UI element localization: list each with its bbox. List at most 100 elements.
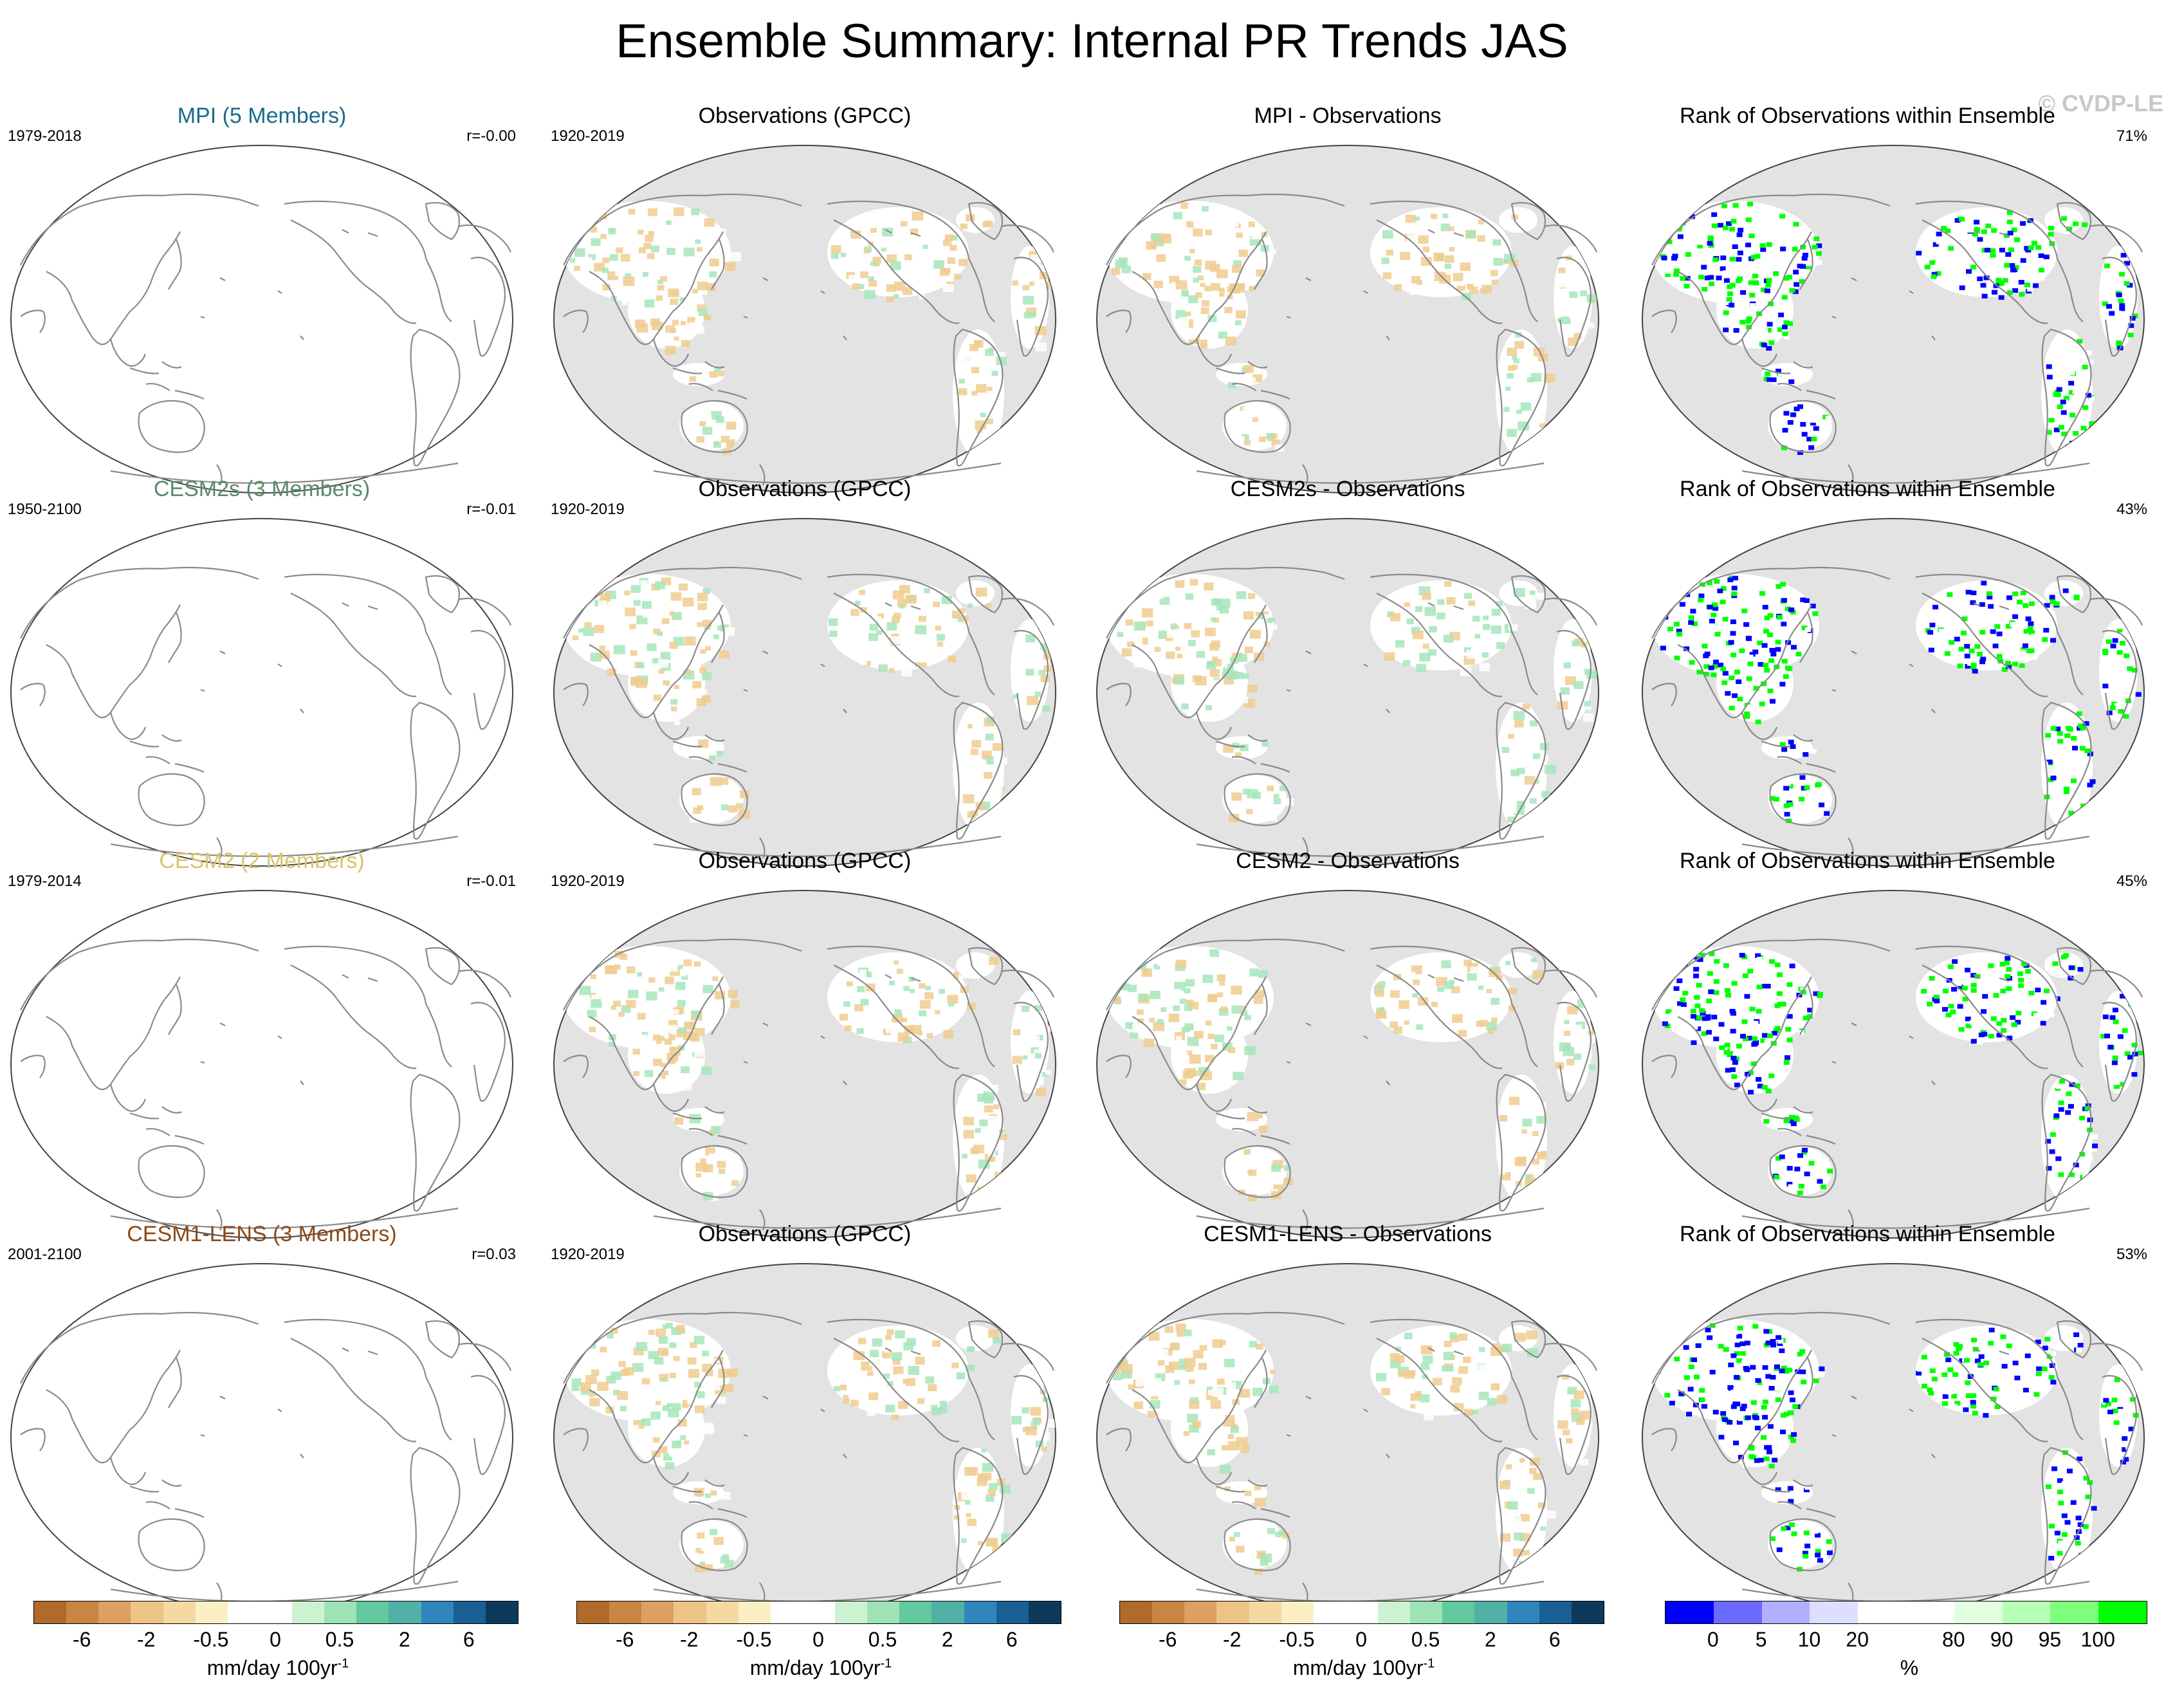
colorbar-tick: 0.5	[1411, 1628, 1440, 1651]
colorbar-swatch	[2002, 1601, 2051, 1623]
map-panel-model: MPI (5 Members) 1979-2018 r=-0.00	[8, 103, 516, 502]
colorbar-unit: mm/day 100yr-1	[1292, 1656, 1435, 1679]
colorbar-tick: 0	[1355, 1628, 1367, 1651]
map-panel-diff: CESM1-LENS - Observations	[1094, 1221, 1602, 1620]
colorbar-tick: 0.5	[325, 1628, 354, 1651]
colorbar-diff: -6 -2 -0.5 0 0.5 2 6 mm/day 100yr-1	[1119, 1601, 1608, 1684]
colorbar-tick: 10	[1797, 1628, 1821, 1651]
colorbar-tick: 80	[1942, 1628, 1965, 1651]
colorbar-swatch	[899, 1601, 932, 1623]
rank-percent: 43%	[2116, 501, 2147, 518]
colorbar-tick: -2	[1222, 1628, 1242, 1651]
colorbar-swatch	[577, 1601, 610, 1623]
colorbar-swatch	[1810, 1601, 1858, 1623]
colorbar-swatch	[356, 1601, 389, 1623]
colorbar-swatch	[1028, 1601, 1061, 1623]
colorbar-tick: 90	[1990, 1628, 2014, 1651]
correlation-label: r=-0.01	[466, 501, 516, 518]
panel-title: MPI - Observations	[1254, 104, 1442, 128]
colorbar-tick: 5	[1755, 1628, 1767, 1651]
map-panel-obs: Observations (GPCC) 1920-2019	[551, 476, 1059, 875]
colorbar-swatch	[1474, 1601, 1507, 1623]
map-panel-diff: MPI - Observations	[1094, 103, 1602, 502]
map-rank	[1639, 1261, 2147, 1614]
panel-title: Rank of Observations within Ensemble	[1680, 1222, 2055, 1246]
colorbar-swatch	[1249, 1601, 1281, 1623]
period-label: 1920-2019	[551, 1246, 625, 1263]
panel-title: Observations (GPCC)	[698, 104, 912, 128]
map-panel-model: CESM2s (3 Members) 1950-2100 r=-0.01	[8, 476, 516, 875]
map-panel-rank: Rank of Observations within Ensemble 43%	[1639, 476, 2147, 875]
map-rank	[1639, 888, 2147, 1241]
colorbar-tick: 0	[1707, 1628, 1719, 1651]
correlation-label: r=-0.00	[466, 127, 516, 145]
colorbar-tick: 0	[270, 1628, 281, 1651]
colorbar-swatch	[1539, 1601, 1572, 1623]
colorbar-swatch	[163, 1601, 196, 1623]
colorbar-swatch	[2050, 1601, 2099, 1623]
colorbar-tick: -6	[1158, 1628, 1177, 1651]
colorbar-tick: 2	[1484, 1628, 1496, 1651]
colorbar-unit: %	[1900, 1656, 1919, 1679]
colorbar-swatch	[389, 1601, 421, 1623]
colorbar-swatch	[1281, 1601, 1314, 1623]
colorbar-swatch	[1184, 1601, 1217, 1623]
period-label: 1920-2019	[551, 501, 625, 518]
panel-title: Observations (GPCC)	[698, 1222, 912, 1246]
panel-title: CESM1-LENS - Observations	[1204, 1222, 1492, 1246]
map-panel-obs: Observations (GPCC) 1920-2019	[551, 103, 1059, 502]
colorbar-model: -6 -2 -0.5 0 0.5 2 6 mm/day 100yr-1	[33, 1601, 522, 1684]
colorbar-tick: -2	[136, 1628, 156, 1651]
colorbar-swatch	[996, 1601, 1029, 1623]
period-label: 1979-2018	[8, 127, 82, 145]
map-panel-rank: Rank of Observations within Ensemble 45%	[1639, 848, 2147, 1247]
colorbar-swatch	[1442, 1601, 1475, 1623]
colorbar-swatch	[1507, 1601, 1539, 1623]
panel-title: CESM2s - Observations	[1230, 477, 1465, 501]
map-model	[8, 516, 516, 869]
colorbar-swatch	[1954, 1601, 2003, 1623]
panel-title: CESM1-LENS (3 Members)	[127, 1222, 397, 1246]
correlation-label: r=-0.01	[466, 872, 516, 890]
colorbar-swatch	[485, 1601, 518, 1623]
colorbar-tick: -2	[679, 1628, 699, 1651]
period-label: 1920-2019	[551, 872, 625, 890]
colorbar-swatch	[1858, 1601, 1906, 1623]
colorbar-swatch	[324, 1601, 357, 1623]
colorbar-swatch	[674, 1601, 706, 1623]
map-obs	[551, 143, 1059, 495]
rank-percent: 45%	[2116, 872, 2147, 890]
panel-title: CESM2s (3 Members)	[153, 477, 371, 501]
colorbar-swatch	[227, 1601, 260, 1623]
panel-title: Rank of Observations within Ensemble	[1680, 477, 2055, 501]
map-model	[8, 1261, 516, 1614]
map-diff	[1094, 143, 1602, 495]
colorbar-swatch	[98, 1601, 131, 1623]
colorbar-swatch	[1571, 1601, 1604, 1623]
panel-title: Rank of Observations within Ensemble	[1680, 849, 2055, 873]
colorbar-swatch	[1216, 1601, 1249, 1623]
colorbar-swatch	[259, 1601, 292, 1623]
colorbar-swatch	[421, 1601, 454, 1623]
colorbar-tick: -0.5	[736, 1628, 772, 1651]
colorbar-tick: 0.5	[868, 1628, 897, 1651]
colorbar-swatch	[931, 1601, 964, 1623]
colorbar-tick: 6	[1548, 1628, 1561, 1651]
rank-percent: 71%	[2116, 127, 2147, 145]
map-panel-rank: Rank of Observations within Ensemble 71%	[1639, 103, 2147, 502]
panel-title: Rank of Observations within Ensemble	[1680, 104, 2055, 128]
map-diff	[1094, 1261, 1602, 1614]
colorbar-swatch	[1313, 1601, 1346, 1623]
colorbar-tick: 2	[398, 1628, 410, 1651]
colorbar-swatch	[1120, 1601, 1153, 1623]
map-panel-obs: Observations (GPCC) 1920-2019	[551, 1221, 1059, 1620]
map-model	[8, 143, 516, 495]
colorbar-swatch	[1666, 1601, 1714, 1623]
colorbar-swatch	[867, 1601, 900, 1623]
colorbar-swatch	[1345, 1601, 1378, 1623]
colorbar-swatch	[195, 1601, 228, 1623]
map-obs	[551, 888, 1059, 1241]
colorbar-swatch	[964, 1601, 996, 1623]
period-label: 1950-2100	[8, 501, 82, 518]
colorbar-tick: 2	[941, 1628, 953, 1651]
